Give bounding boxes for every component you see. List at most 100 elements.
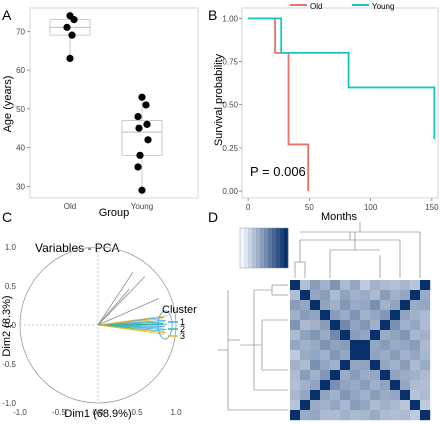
d-heat-cell — [420, 340, 431, 351]
d-heat-cell — [360, 400, 371, 411]
d-heat-cell — [400, 390, 411, 401]
legend-label-old: Old — [310, 2, 322, 11]
a-point — [63, 23, 71, 31]
d-heat-cell — [350, 330, 361, 341]
d-colorkey-cell — [276, 228, 281, 268]
d-heat-cell — [410, 300, 421, 311]
panel-c: Variables - PCA -1.0 -0.5 0.0 0.5 1.0 -1.0 -0.… — [1, 241, 197, 420]
panel-b: 0.00 0.25 0.50 0.75 1.00 0 50 100 150 Survival p… — [213, 2, 439, 223]
c-arrow-2 — [97, 323, 167, 326]
d-heat-cell — [360, 410, 371, 421]
panel-c-legend: Cluster 1 2 3 — [162, 304, 197, 341]
d-heat-cell — [410, 320, 421, 331]
b-xtick-label: 0 — [246, 203, 251, 212]
d-heat-cell — [390, 310, 401, 321]
d-heat-cell — [380, 370, 391, 381]
d-heat-cell — [400, 360, 411, 371]
c-arrow-3 — [97, 315, 168, 326]
d-heat-cell — [420, 290, 431, 301]
d-heat-cell — [380, 320, 391, 331]
d-heat-cell — [360, 300, 371, 311]
d-heat-cell — [310, 290, 321, 301]
d-heat-cell — [310, 300, 321, 311]
c-arrow-3 — [97, 318, 163, 326]
d-heat-cell — [420, 330, 431, 341]
d-colorkey-cell — [248, 228, 253, 268]
d-heat-cell — [380, 360, 391, 371]
a-xtick-label: Old — [64, 202, 76, 211]
d-heat-cell — [400, 330, 411, 341]
d-heat-cell — [410, 340, 421, 351]
legend-label-young: Young — [372, 2, 394, 11]
d-heat-cell — [320, 350, 331, 361]
d-heat-cell — [390, 340, 401, 351]
d-heat-cell — [290, 320, 301, 331]
d-heat-cell — [400, 400, 411, 411]
d-heat-cell — [390, 280, 401, 291]
d-heat-cell — [410, 400, 421, 411]
panel-b-xlabel: Months — [321, 211, 358, 223]
d-heat-cell — [420, 380, 431, 391]
panel-a-plot-frame — [29, 7, 199, 199]
d-heat-cell — [400, 340, 411, 351]
d-colorkey-cell — [268, 228, 273, 268]
d-heat-cell — [340, 340, 351, 351]
d-heat-cell — [380, 350, 391, 361]
c-arrow-gray — [97, 298, 159, 326]
d-heat-cell — [300, 400, 311, 411]
d-heat-cell — [300, 350, 311, 361]
panel-label-a: A — [2, 7, 12, 23]
d-colorkey-cell — [240, 228, 245, 268]
d-heat-cell — [330, 380, 341, 391]
d-heat-cell — [320, 410, 331, 421]
d-heat-cell — [310, 400, 321, 411]
panel-b-pvalue: P = 0.006 — [250, 164, 306, 179]
d-heat-cell — [410, 330, 421, 341]
d-heat-cell — [390, 410, 401, 421]
d-heat-cell — [300, 330, 311, 341]
d-heat-cell — [410, 410, 421, 421]
d-heat-cell — [390, 360, 401, 371]
d-heat-cell — [320, 290, 331, 301]
panel-b-plot-frame — [241, 7, 439, 199]
d-colorkey-frame — [239, 227, 289, 269]
a-ytick-label: 30 — [16, 182, 25, 191]
a-point — [142, 101, 150, 109]
panel-b-ylabel: Survival probability — [213, 53, 225, 146]
a-point — [135, 124, 143, 132]
c-xtick-label: -0.5 — [52, 408, 66, 417]
d-heat-cell — [330, 370, 341, 381]
legend-label-cluster-2: 2 — [180, 324, 185, 334]
panel-label-d: D — [208, 209, 218, 225]
d-heat-cell — [340, 320, 351, 331]
d-heat-cell — [360, 340, 371, 351]
d-heat-cell — [320, 280, 331, 291]
d-heat-cell — [290, 290, 301, 301]
d-heat-cell — [340, 360, 351, 371]
d-heat-cell — [330, 390, 341, 401]
panel-a-xlabel: Group — [99, 207, 130, 219]
d-heat-cell — [410, 390, 421, 401]
d-colorkey-cell — [260, 228, 265, 268]
b-curve-young — [248, 17, 436, 140]
d-heat-cell — [380, 340, 391, 351]
d-heat-cell — [330, 410, 341, 421]
d-heat-cell — [400, 300, 411, 311]
d-heat-cell — [390, 330, 401, 341]
b-ytick-label: 0.75 — [222, 58, 238, 67]
d-heat-cell — [330, 360, 341, 371]
d-heat-cell — [320, 390, 331, 401]
d-heat-cell — [370, 360, 381, 371]
c-ytick-label: -0.5 — [2, 360, 16, 369]
d-heat-cell — [370, 410, 381, 421]
panel-b-legend: Old Young — [290, 2, 394, 11]
a-point — [134, 112, 142, 121]
d-colorkey-cell — [284, 228, 289, 268]
c-ytick-label: 1.0 — [5, 243, 17, 252]
d-heat-cell — [350, 400, 361, 411]
d-heat-cell — [370, 370, 381, 381]
d-heat-cell — [420, 320, 431, 331]
d-heat-cell — [310, 330, 321, 341]
d-heat-cell — [380, 280, 391, 291]
d-heat-cell — [300, 410, 311, 421]
